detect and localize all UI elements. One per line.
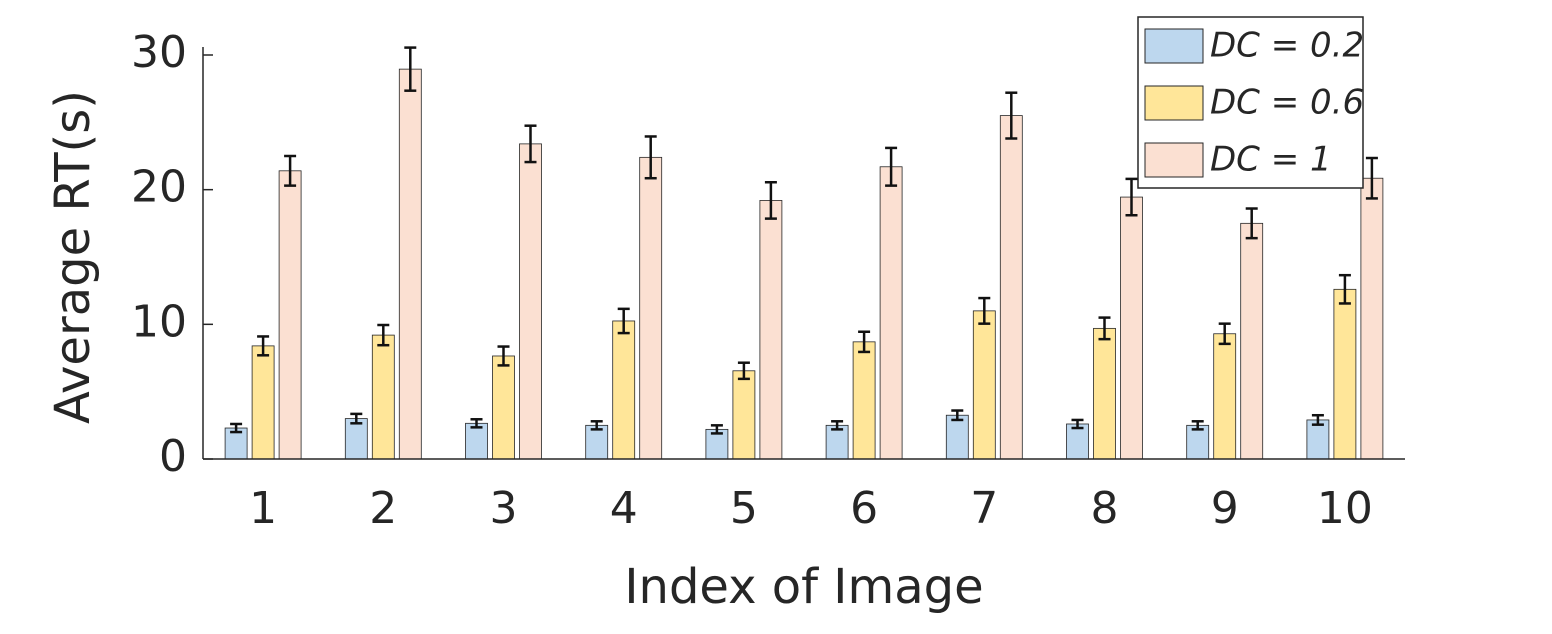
error-bar — [1311, 413, 1324, 426]
error-bar — [1365, 156, 1378, 200]
bar — [1120, 196, 1143, 460]
error-bar — [710, 424, 723, 435]
error-bar — [978, 296, 991, 325]
x-tick-label: 4 — [610, 483, 638, 534]
error-bar — [590, 420, 603, 431]
legend-label: DC = 0.2 — [1210, 26, 1364, 66]
x-tick-label: 8 — [1091, 483, 1119, 534]
error-bar — [1071, 418, 1084, 430]
error-bar — [350, 412, 363, 425]
y-axis-label: Average RT(s) — [45, 90, 101, 424]
error-bar — [230, 422, 243, 434]
error-bar — [951, 409, 964, 422]
error-bar — [644, 135, 657, 180]
error-bar — [858, 330, 871, 354]
x-tick-label: 1 — [249, 483, 277, 534]
error-bar — [831, 420, 844, 431]
bar — [999, 115, 1023, 460]
bar — [1240, 222, 1264, 460]
bar — [1360, 177, 1384, 460]
x-tick-label: 2 — [369, 483, 397, 534]
bar — [1333, 288, 1357, 460]
bar — [519, 143, 542, 460]
bar — [278, 170, 302, 460]
error-bar — [1098, 316, 1111, 341]
x-tick-label: 9 — [1211, 483, 1239, 534]
legend: DC = 0.2 DC = 0.6 DC = 1 — [1137, 16, 1364, 189]
y-tick-label: 0 — [159, 431, 187, 482]
y-tick-label: 10 — [131, 296, 187, 347]
error-bar — [497, 345, 510, 367]
error-bar — [1005, 91, 1018, 140]
bar — [852, 341, 876, 460]
x-tick-label: 5 — [730, 483, 758, 534]
legend-label: DC = 0.6 — [1210, 83, 1364, 123]
error-bar — [524, 124, 537, 164]
bar — [344, 418, 368, 460]
error-bar — [764, 181, 777, 220]
bar — [251, 345, 275, 460]
bar — [639, 156, 663, 460]
x-tick-label: 10 — [1317, 483, 1373, 534]
error-bar — [404, 46, 417, 92]
bar — [465, 422, 488, 460]
bar — [612, 320, 636, 460]
error-bar — [1218, 322, 1231, 346]
error-bar — [1191, 420, 1204, 431]
bar — [972, 310, 996, 460]
error-bar — [1125, 177, 1138, 217]
bar — [492, 355, 515, 460]
bar — [732, 370, 756, 460]
legend-swatch — [1144, 142, 1204, 178]
error-bar — [257, 335, 270, 357]
bar — [879, 166, 903, 460]
error-bar — [470, 418, 483, 429]
error-bar — [885, 146, 898, 187]
legend-label: DC = 1 — [1210, 140, 1332, 180]
x-tick-label: 6 — [850, 483, 878, 534]
y-tick-label: 30 — [131, 27, 187, 78]
y-tick-label: 20 — [131, 162, 187, 213]
bar — [371, 334, 395, 460]
bar — [1213, 333, 1237, 460]
error-bar — [617, 307, 630, 335]
legend-swatch — [1144, 28, 1204, 64]
error-bar — [284, 154, 297, 187]
x-tick-label: 7 — [970, 483, 998, 534]
bar — [759, 200, 783, 460]
error-bar — [1338, 273, 1351, 305]
error-bar — [737, 361, 750, 381]
legend-swatch — [1144, 85, 1204, 121]
bar — [398, 68, 422, 460]
x-axis-label: Index of Image — [624, 559, 983, 615]
error-bar — [1245, 207, 1258, 240]
bar — [1093, 327, 1116, 460]
bar — [945, 414, 969, 460]
x-tick-label: 3 — [490, 483, 518, 534]
error-bar — [377, 323, 390, 347]
